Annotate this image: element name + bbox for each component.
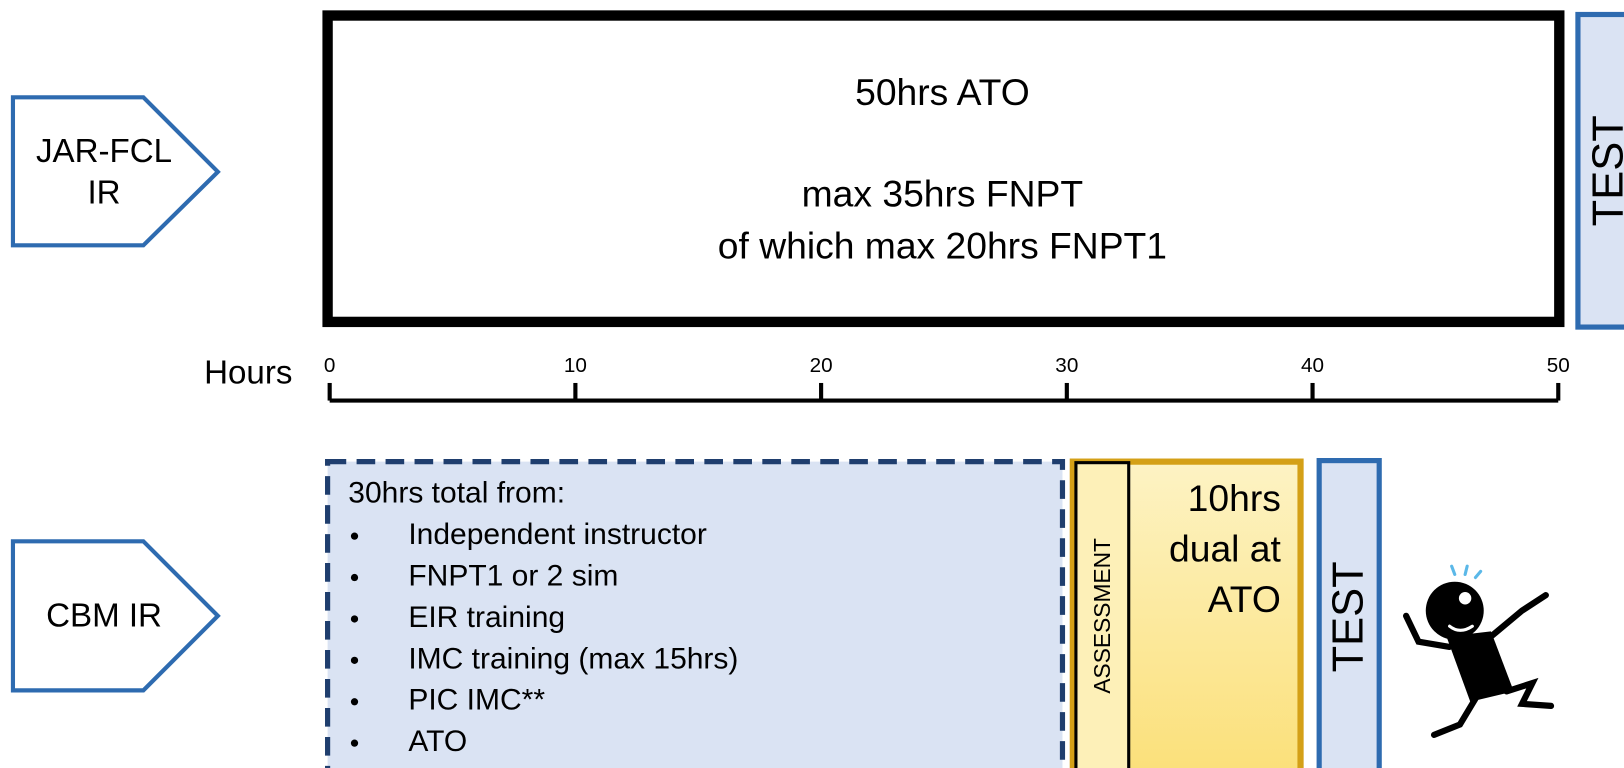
row-label: JAR-FCL bbox=[36, 133, 172, 170]
bullet-text: ATO bbox=[408, 725, 467, 758]
test-label: TEST bbox=[1325, 561, 1373, 672]
bullet-dot bbox=[351, 740, 358, 747]
assessment-label: ASSESSMENT bbox=[1089, 538, 1115, 694]
box-text: of which max 20hrs FNPT1 bbox=[718, 224, 1167, 266]
bullet-dot bbox=[351, 574, 358, 581]
bullet-text: FNPT1 or 2 sim bbox=[408, 559, 618, 592]
tick-label: 50 bbox=[1547, 354, 1570, 377]
bullet-text: IMC training (max 15hrs) bbox=[408, 642, 738, 675]
tick-label: 30 bbox=[1055, 354, 1078, 377]
ato-text: dual at bbox=[1169, 528, 1281, 570]
bullet-text: EIR training bbox=[408, 601, 565, 634]
bullet-dot bbox=[351, 615, 358, 622]
ato-box bbox=[328, 16, 1560, 322]
tick-label: 0 bbox=[324, 354, 336, 377]
stick-figure bbox=[1406, 566, 1551, 735]
tick-label: 40 bbox=[1301, 354, 1324, 377]
row-label: CBM IR bbox=[46, 598, 162, 635]
tick-label: 10 bbox=[564, 354, 587, 377]
axis-ticks: 0 10 20 30 40 50 bbox=[324, 354, 1570, 401]
bullet-dot bbox=[351, 533, 358, 540]
bullet-text: Independent instructor bbox=[408, 518, 707, 551]
box-text: 50hrs ATO bbox=[855, 71, 1030, 113]
options-intro: 30hrs total from: bbox=[348, 477, 565, 510]
page: JAR-FCL IR 50hrs ATO max 35hrs FNPT of w… bbox=[0, 0, 1624, 768]
test-label: TEST bbox=[1585, 115, 1624, 226]
bullet-dot bbox=[351, 657, 358, 664]
bullet-text: PIC IMC** bbox=[408, 684, 545, 717]
axis-label: Hours bbox=[204, 354, 292, 391]
bullet-dot bbox=[351, 698, 358, 705]
diagram: JAR-FCL IR 50hrs ATO max 35hrs FNPT of w… bbox=[0, 0, 1624, 768]
row-label-arrow bbox=[13, 97, 218, 245]
row-label: IR bbox=[87, 174, 120, 211]
box-text: max 35hrs FNPT bbox=[802, 173, 1084, 215]
tick-label: 20 bbox=[810, 354, 833, 377]
ato-text: 10hrs bbox=[1188, 477, 1281, 519]
ato-text: ATO bbox=[1208, 578, 1281, 620]
